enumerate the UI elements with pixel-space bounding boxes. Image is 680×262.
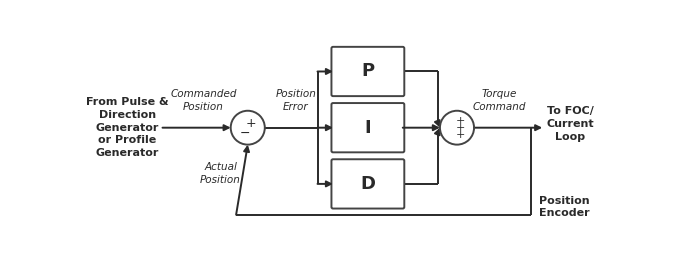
Text: +: + [456, 116, 466, 126]
Text: Actual
Position: Actual Position [200, 162, 241, 185]
Text: I: I [364, 119, 371, 137]
FancyBboxPatch shape [331, 47, 405, 96]
Text: P: P [361, 62, 375, 80]
FancyBboxPatch shape [331, 103, 405, 152]
Text: Position
Error: Position Error [275, 89, 316, 112]
Text: To FOC/
Current
Loop: To FOC/ Current Loop [546, 106, 594, 142]
Text: +: + [456, 130, 466, 140]
Text: +: + [456, 123, 466, 133]
Text: Commanded
Position: Commanded Position [170, 89, 237, 112]
Text: −: − [239, 127, 250, 140]
Text: From Pulse &
Direction
Generator
or Profile
Generator: From Pulse & Direction Generator or Prof… [86, 97, 169, 158]
FancyBboxPatch shape [331, 159, 405, 209]
Text: Torque
Command: Torque Command [473, 89, 526, 112]
Text: D: D [360, 175, 375, 193]
Text: Position
Encoder: Position Encoder [539, 196, 590, 219]
Text: +: + [245, 117, 256, 130]
